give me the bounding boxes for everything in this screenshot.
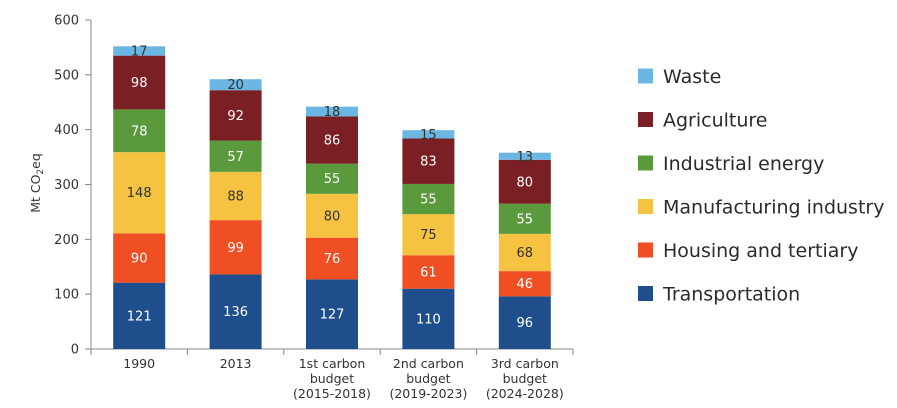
data-label-housing-and-tertiary: 76 <box>324 252 341 267</box>
data-label-industrial-energy: 55 <box>420 193 437 208</box>
x-category-label: 2nd carbon budget (2019-2023) <box>389 356 467 401</box>
bar-segment-manufacturing-industry <box>402 214 455 256</box>
y-axis-title: Mt CO2eq <box>28 153 46 213</box>
legend-swatch-housing-and-tertiary <box>638 242 653 258</box>
bar-segment-transportation <box>113 282 166 349</box>
legend-label-waste: Waste <box>663 66 721 88</box>
bar-segment-agriculture <box>498 159 551 204</box>
legend-label-housing-and-tertiary: Housing and tertiary <box>663 240 858 262</box>
bar-segment-manufacturing-industry <box>113 152 166 234</box>
bar-segment-industrial-energy <box>402 183 455 215</box>
bar-segment-housing-and-tertiary <box>402 255 455 289</box>
data-label-industrial-energy: 55 <box>517 212 534 227</box>
legend-label-agriculture: Agriculture <box>663 110 768 132</box>
data-label-agriculture: 86 <box>324 134 341 149</box>
y-tick-label: 500 <box>54 68 79 83</box>
y-tick-label: 400 <box>54 123 79 138</box>
bar-segment-industrial-energy <box>113 109 166 153</box>
bar-segment-waste <box>209 79 262 91</box>
data-label-waste: 15 <box>420 128 437 143</box>
x-category-label: 2013 <box>220 356 252 371</box>
data-label-waste: 13 <box>517 150 534 165</box>
data-label-transportation: 121 <box>127 309 152 324</box>
bar-segment-transportation <box>402 288 455 349</box>
legend-swatch-industrial-energy <box>638 155 653 171</box>
data-label-industrial-energy: 57 <box>227 150 244 165</box>
legend: Waste Agriculture Industrial energy Manufac… <box>638 66 884 306</box>
data-label-transportation: 110 <box>416 312 441 327</box>
bar-segment-waste <box>402 130 455 139</box>
x-category-label: 1990 <box>123 356 155 371</box>
y-tick-label: 100 <box>54 288 79 303</box>
bar-segment-waste <box>113 46 166 56</box>
y-tick-label: 300 <box>54 178 79 193</box>
bar-segment-transportation <box>209 274 262 349</box>
data-label-industrial-energy: 78 <box>131 124 148 139</box>
legend-label-industrial-energy: Industrial energy <box>663 153 824 175</box>
bars: 121 90 148 78 98 17 136 99 88 57 92 20 127 76 80 55 86 18… <box>113 44 551 349</box>
data-label-housing-and-tertiary: 90 <box>131 251 148 266</box>
legend-swatch-manufacturing-industry <box>638 199 653 214</box>
data-label-waste: 17 <box>131 44 148 59</box>
data-label-manufacturing-industry: 68 <box>517 246 534 261</box>
data-label-transportation: 136 <box>223 305 248 320</box>
bar-segment-agriculture <box>113 55 166 110</box>
y-tick-label: 200 <box>54 233 79 248</box>
data-label-industrial-energy: 55 <box>324 172 341 187</box>
data-label-housing-and-tertiary: 61 <box>420 265 437 280</box>
bar-segment-housing-and-tertiary <box>498 271 551 297</box>
bar-segment-manufacturing-industry <box>306 193 358 238</box>
data-label-waste: 18 <box>324 105 341 120</box>
bar-segment-transportation <box>498 296 551 349</box>
data-label-agriculture: 98 <box>131 76 148 91</box>
data-label-agriculture: 80 <box>517 175 534 190</box>
y-tick-label: 0 <box>71 343 79 358</box>
legend-label-transportation: Transportation <box>662 284 800 306</box>
legend-swatch-agriculture <box>638 112 653 127</box>
data-label-manufacturing-industry: 80 <box>324 209 341 224</box>
bar-segment-manufacturing-industry <box>498 233 551 272</box>
bar-segment-agriculture <box>402 138 455 184</box>
data-label-housing-and-tertiary: 46 <box>517 277 534 292</box>
bar-segment-housing-and-tertiary <box>306 237 358 280</box>
bar-segment-housing-and-tertiary <box>113 233 166 283</box>
bar-segment-waste <box>498 152 551 160</box>
data-label-waste: 20 <box>227 78 244 93</box>
bar-segment-industrial-energy <box>209 140 262 172</box>
y-tick-label: 600 <box>54 14 79 29</box>
data-label-manufacturing-industry: 148 <box>127 186 152 201</box>
x-category-label: 1st carbon budget (2015-2018) <box>293 356 371 401</box>
bar-segment-agriculture <box>306 116 358 164</box>
bar-segment-manufacturing-industry <box>209 171 262 221</box>
data-label-manufacturing-industry: 88 <box>227 190 244 205</box>
legend-label-manufacturing-industry: Manufacturing industry <box>663 197 884 219</box>
data-label-agriculture: 92 <box>227 109 244 124</box>
bar-segment-housing-and-tertiary <box>209 220 262 275</box>
bar-segment-transportation <box>306 279 358 349</box>
bar-segment-industrial-energy <box>498 203 551 234</box>
bar-segment-industrial-energy <box>306 163 358 194</box>
data-label-transportation: 96 <box>517 316 534 331</box>
legend-swatch-waste <box>638 68 653 84</box>
data-label-agriculture: 83 <box>420 155 437 170</box>
bar-segment-waste <box>306 106 358 117</box>
data-label-manufacturing-industry: 75 <box>420 228 437 243</box>
bar-segment-agriculture <box>209 90 262 141</box>
legend-swatch-transportation <box>638 286 653 301</box>
data-label-housing-and-tertiary: 99 <box>227 241 244 256</box>
data-label-transportation: 127 <box>320 308 345 323</box>
x-category-label: 3rd carbon budget (2024-2028) <box>486 356 564 401</box>
